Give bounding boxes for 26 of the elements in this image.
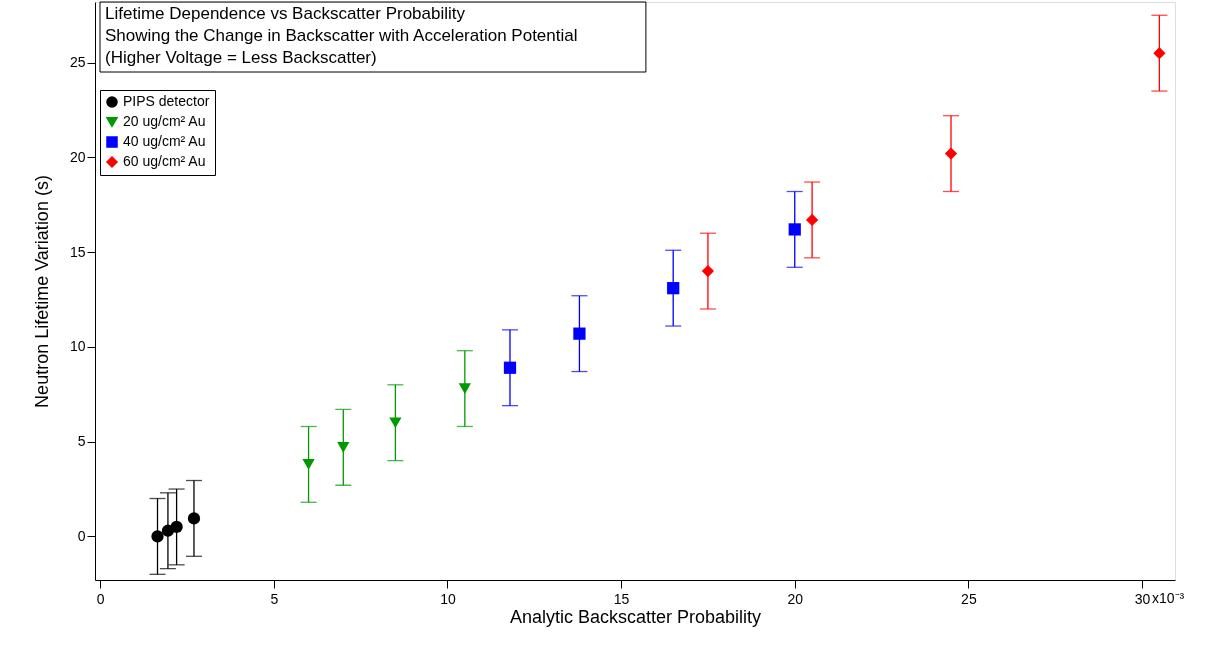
- annotation: (Higher Voltage = Less Backscatter): [105, 48, 377, 67]
- y-tick-label: 10: [69, 338, 86, 355]
- x-axis-title: Analytic Backscatter Probability: [509, 606, 762, 627]
- point: [458, 383, 471, 394]
- point: [788, 223, 801, 236]
- y-tick-label: 15: [69, 243, 86, 260]
- y-tick-label: 0: [77, 527, 86, 544]
- y-tick-label: 20: [69, 148, 86, 165]
- legend-label: PIPS detector: [123, 93, 210, 109]
- annotation: Showing the Change in Backscatter with Acceleration Potential: [105, 26, 578, 45]
- legend-label: 20 ug/cm² Au: [123, 113, 206, 129]
- legend-label: 60 ug/cm² Au: [123, 153, 206, 169]
- legend-label: 40 ug/cm² Au: [123, 133, 206, 149]
- y-axis-title: Neutron Lifetime Variation (s): [31, 175, 52, 408]
- x-tick-label: 15: [613, 590, 630, 607]
- y-tick-label: 5: [77, 433, 86, 450]
- x-tick-label: 25: [961, 590, 977, 607]
- y-tick-label: 25: [69, 54, 86, 71]
- point: [573, 327, 586, 340]
- chart-title: Lifetime Dependence vs Backscatter Probability: [105, 4, 466, 23]
- text: x10⁻³: [1152, 590, 1185, 606]
- x-tick-label: 30: [1134, 590, 1151, 607]
- x-tick-label: 5: [270, 590, 279, 607]
- x-tick-label: 0: [96, 590, 105, 607]
- x-tick-label: 10: [440, 590, 456, 607]
- x-tick-label: 20: [787, 590, 804, 607]
